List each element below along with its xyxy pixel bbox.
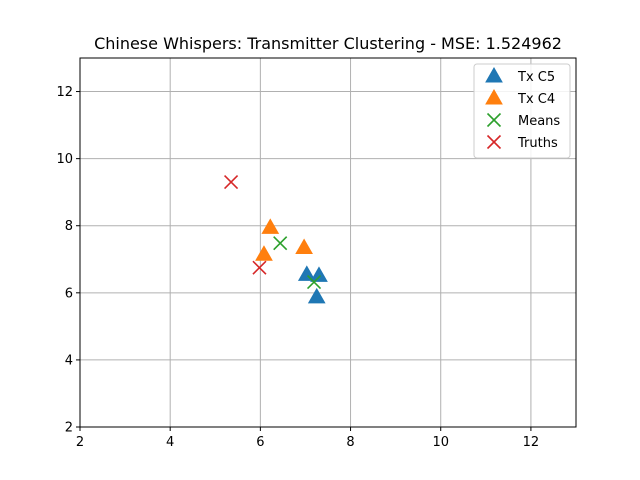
y-tick-label: 8 — [65, 219, 73, 234]
legend-label-means: Means — [518, 114, 560, 129]
point-truths-stroke — [252, 260, 267, 275]
legend-marker-truths — [486, 134, 502, 150]
point-means — [306, 275, 322, 290]
x-tick-label: 2 — [76, 435, 84, 450]
x-tick-label: 12 — [523, 435, 540, 450]
x-tick-label: 6 — [256, 435, 264, 450]
point-tx-c4 — [261, 218, 280, 234]
legend-marker-tx-c4 — [485, 88, 503, 105]
y-tick-label: 12 — [56, 85, 73, 100]
legend: Tx C5 Tx C4 Means Truths — [473, 63, 571, 159]
legend-marker-tx-c5 — [485, 66, 503, 83]
point-truths-stroke — [223, 175, 239, 190]
chart-title: Chinese Whispers: Transmitter Clustering… — [94, 34, 562, 53]
point-tx-c4 — [255, 245, 273, 261]
legend-marker-means — [486, 112, 502, 128]
x-tick-label: 8 — [346, 435, 354, 450]
x-tick-label: 10 — [432, 435, 449, 450]
legend-marker-means-stroke — [486, 112, 502, 128]
y-tick-label: 2 — [65, 421, 73, 436]
point-means — [273, 236, 288, 251]
point-tx-c5 — [307, 287, 326, 304]
x-tick-label: 4 — [166, 435, 174, 450]
legend-marker-truths-stroke — [486, 134, 502, 150]
y-tick-label: 6 — [65, 286, 73, 301]
point-means-stroke — [273, 236, 288, 251]
point-truths — [252, 260, 267, 275]
legend-label-tx-c5: Tx C5 — [517, 70, 555, 85]
y-tick-label: 4 — [65, 353, 73, 368]
legend-label-tx-c4: Tx C4 — [517, 92, 555, 107]
axis-ticks: 2 4 6 8 10 12 2 4 6 8 10 12 — [56, 85, 539, 450]
y-tick-label: 10 — [56, 152, 73, 167]
data-points — [223, 175, 328, 304]
point-tx-c4 — [295, 238, 313, 255]
point-tx-c5 — [310, 266, 328, 282]
legend-box — [473, 63, 571, 159]
point-means-stroke — [306, 275, 322, 290]
legend-label-truths: Truths — [517, 136, 558, 151]
point-truths — [223, 175, 239, 190]
plot-frame — [79, 57, 577, 428]
point-tx-c5 — [297, 265, 316, 281]
